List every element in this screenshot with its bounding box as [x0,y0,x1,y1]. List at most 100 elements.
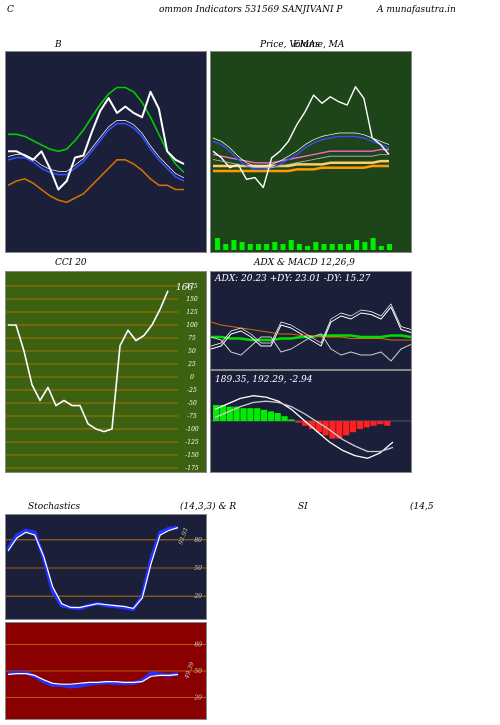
volume-bar [362,242,368,250]
price-ma-b-line [213,159,389,168]
macd-histogram-bar [336,421,343,439]
rsi-tick-label: 80 [194,642,202,649]
macd-histogram-bar [315,421,322,433]
adx-plusminus-DY-line [211,306,411,350]
macd-histogram-bar [329,421,336,439]
cci-tick-label: -150 [185,452,199,459]
price-ma-c-line [212,148,389,164]
volume-bar [215,238,220,250]
cci-tick-label: -75 [187,413,197,420]
stochastics-tick-label: 20 [193,593,202,600]
rsi-title: SI [298,502,308,512]
adx-ADX-line [211,334,411,342]
macd-svg [211,395,411,459]
header-title: ommon Indicators 531569 SANJIVANI P [159,5,343,15]
cci-tick-label: -125 [185,439,199,446]
cci-tick-label: 175 [186,283,198,290]
volume-bar [321,244,327,250]
stochastics-panel: 80 50 20 93.93 [5,514,207,620]
bollinger-upper-line [8,86,185,174]
macd-histogram-bar [377,421,384,425]
volume-bar [272,242,278,250]
volume-bar [370,238,376,250]
macd-histogram-bar [219,405,226,421]
macd-histogram-bar [295,421,302,423]
volume-bar [305,246,311,250]
cci-tick-label: 125 [186,309,198,316]
volume-bar [296,244,302,250]
macd-histogram-bar [349,421,357,433]
macd-values: 189.35, 192.29, -2.94 [215,375,313,385]
volume-bar [280,244,286,250]
rsi-tick-label: 50 [194,668,202,675]
volume-bar [256,244,261,250]
price-ma-svg [212,86,392,250]
volume-bar [346,244,351,250]
macd-histogram-bar [254,408,261,421]
macd-histogram-bar [233,406,240,421]
rsi-tick-label: 20 [193,694,202,701]
bollinger-lower-line [7,159,184,204]
volume-bar [239,242,245,250]
stochastics-tick-label: 50 [194,565,202,572]
volume-bar [264,244,270,250]
stochastics-last-value: 93.93 [177,527,190,546]
macd-histogram-bar [260,409,268,421]
cci-tick-label: -50 [187,400,197,407]
macd-signal-line [214,400,394,453]
stochastics-svg: 80 50 20 93.93 [6,525,206,612]
price-ma-title: Price, Volume, MA [260,40,345,50]
macd-histogram-bar [356,421,363,429]
cci-tick-label: 75 [188,335,196,342]
cci-tick-label: -100 [185,426,199,433]
rsi-panel: 80 50 20 49.39 [5,622,207,720]
volume-bar [378,246,384,250]
volume-bar [387,244,392,250]
volume-bar [329,244,335,250]
volume-bar [288,240,294,250]
macd-MACD-line [214,395,394,459]
cci-last-value: 166 [176,283,193,293]
adx-title: ADX & MACD 12,26,9 [254,258,355,268]
price-ma-highlight-line [212,132,390,167]
price-ma-title-overlay: EMAs [293,40,320,50]
stochastics-tick-label: 80 [194,537,202,544]
macd-histogram-bar [267,411,274,421]
volume-bar [247,244,253,250]
adx-panel: ADX: 20.23 +DY: 23.01 -DY: 15.27 [210,271,412,370]
cci-tick-label: 25 [187,361,196,368]
rsi-signal-line [7,672,179,685]
macd-histogram-bar [288,419,295,421]
macd-histogram-bar [384,421,391,426]
cci-tick-label: 100 [186,322,198,329]
volume-bar [231,240,237,250]
stochastics-title: Stochastics [28,502,81,512]
macd-histogram-bar [343,421,350,436]
bollinger-panel [5,51,207,253]
adx-values: ADX: 20.23 +DY: 23.01 -DY: 15.27 [215,274,371,284]
rsi-line [8,671,179,689]
volume-bar [337,244,343,250]
rsi-params: (14,5 [410,502,434,512]
adx-plus-dy-shadow-line [211,303,411,347]
cci-tick-label: 50 [188,348,196,355]
price-ma-grey-line [212,154,389,169]
macd-histogram-bar [370,421,377,426]
price-ma-panel [210,51,412,253]
cci-title: CCI 20 [55,258,87,268]
cci-line [8,290,169,433]
cci-tick-label: 150 [186,296,198,303]
volume-bar [313,242,319,250]
bollinger-mid-line [7,122,185,182]
adx-svg [211,303,411,362]
stochastics-params: (14,3,3) & R [180,502,237,512]
macd-histogram-bar [240,408,247,421]
macd-histogram-bar [363,421,370,428]
macd-histogram-bar [247,408,254,421]
header-site: A munafasutra.in [377,5,456,15]
price-ma-d-line [212,135,390,171]
adx-baseline-line [211,321,411,341]
macd-histogram-bar [274,413,281,421]
bollinger-close-line [8,90,185,191]
bollinger-title: B [55,40,62,50]
